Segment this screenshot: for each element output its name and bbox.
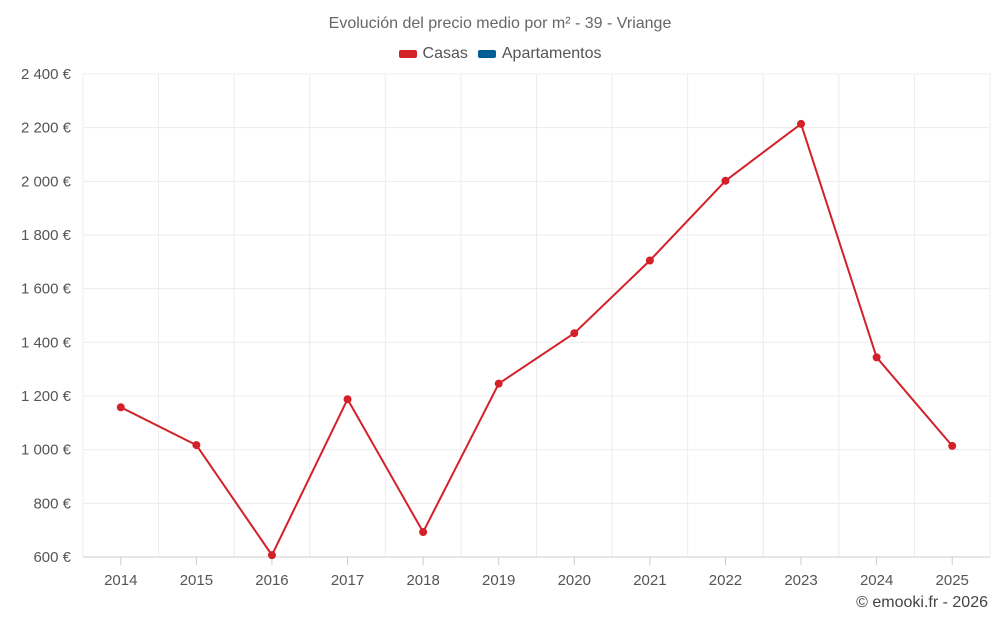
chart-title: Evolución del precio medio por m² - 39 -… (328, 15, 672, 32)
y-tick-label: 1 800 € (21, 227, 72, 244)
legend-swatch-apartamentos (477, 50, 496, 58)
legend-item-apartamentos[interactable]: Apartamentos (477, 45, 602, 63)
y-tick-label: 2 000 € (21, 173, 72, 190)
x-tick-label: 2015 (180, 572, 213, 589)
copyright-text: © emooki.fr - 2026 (856, 594, 988, 611)
x-tick-label: 2018 (406, 572, 439, 589)
y-tick-label: 1 600 € (21, 281, 72, 298)
data-point-casas (645, 256, 654, 265)
data-point-casas (721, 176, 730, 185)
y-tick-label: 600 € (33, 549, 71, 566)
x-tick-label: 2017 (331, 572, 364, 589)
y-tick-label: 1 200 € (21, 388, 72, 405)
legend-swatch-casas (398, 50, 417, 58)
chart-legend: Casas Apartamentos (0, 45, 1000, 63)
x-tick-label: 2025 (936, 572, 969, 589)
x-tick-label: 2016 (255, 572, 288, 589)
x-tick-label: 2024 (860, 572, 893, 589)
data-point-casas (192, 441, 201, 450)
x-tick-label: 2014 (104, 572, 137, 589)
legend-item-casas[interactable]: Casas (398, 45, 468, 63)
data-point-casas (116, 403, 125, 412)
legend-label-casas: Casas (422, 45, 468, 62)
data-point-casas (948, 441, 957, 450)
x-tick-label: 2021 (633, 572, 666, 589)
x-tick-label: 2020 (558, 572, 591, 589)
y-tick-label: 1 000 € (21, 442, 72, 459)
y-tick-label: 800 € (33, 495, 71, 512)
data-point-casas (419, 528, 428, 537)
legend-label-apartamentos: Apartamentos (501, 45, 602, 62)
data-point-casas (797, 119, 806, 128)
y-tick-label: 2 400 € (21, 66, 72, 83)
x-tick-label: 2023 (784, 572, 817, 589)
data-point-casas (494, 379, 503, 388)
data-point-casas (872, 353, 881, 362)
y-tick-label: 2 200 € (21, 120, 72, 137)
x-tick-label: 2019 (482, 572, 515, 589)
data-point-casas (267, 551, 276, 560)
series-line-casas (120, 122, 953, 557)
data-point-casas (343, 395, 352, 404)
data-point-casas (570, 329, 579, 338)
x-tick-label: 2022 (709, 572, 742, 589)
y-tick-label: 1 400 € (21, 334, 72, 351)
